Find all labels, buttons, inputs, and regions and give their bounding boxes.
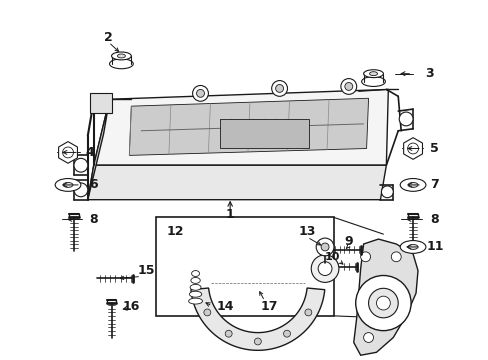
- Circle shape: [283, 330, 290, 337]
- Text: 4: 4: [85, 146, 94, 159]
- Text: 1: 1: [225, 208, 234, 221]
- Text: 5: 5: [429, 142, 438, 155]
- Circle shape: [368, 288, 397, 318]
- Ellipse shape: [191, 271, 199, 276]
- Ellipse shape: [363, 70, 383, 78]
- Circle shape: [407, 143, 418, 154]
- Circle shape: [254, 338, 261, 345]
- Ellipse shape: [63, 183, 73, 188]
- Polygon shape: [190, 288, 324, 350]
- Bar: [156, 217, 333, 316]
- Text: 8: 8: [429, 213, 438, 226]
- Text: 3: 3: [425, 67, 433, 80]
- Ellipse shape: [117, 54, 125, 58]
- Circle shape: [321, 243, 328, 251]
- Text: 14: 14: [216, 300, 233, 312]
- Text: 2: 2: [104, 31, 113, 44]
- Text: 12: 12: [167, 225, 184, 238]
- Circle shape: [192, 85, 208, 101]
- Bar: [90, 93, 111, 113]
- Ellipse shape: [369, 72, 377, 76]
- Circle shape: [225, 330, 232, 337]
- Text: 15: 15: [137, 264, 155, 277]
- Ellipse shape: [190, 278, 200, 283]
- Ellipse shape: [361, 77, 385, 86]
- Circle shape: [376, 296, 389, 310]
- Circle shape: [355, 275, 410, 330]
- Text: 16: 16: [122, 300, 140, 312]
- Circle shape: [344, 82, 352, 90]
- Text: 17: 17: [261, 300, 278, 312]
- Circle shape: [74, 183, 88, 197]
- Circle shape: [62, 147, 73, 158]
- Text: 13: 13: [298, 225, 315, 238]
- Circle shape: [398, 112, 412, 126]
- Text: 6: 6: [89, 179, 98, 192]
- Polygon shape: [94, 89, 387, 165]
- Ellipse shape: [55, 179, 81, 191]
- Polygon shape: [88, 99, 109, 200]
- Ellipse shape: [189, 291, 202, 297]
- Circle shape: [310, 255, 338, 282]
- Ellipse shape: [111, 52, 131, 60]
- Ellipse shape: [399, 179, 425, 191]
- Circle shape: [390, 252, 400, 262]
- Polygon shape: [88, 165, 386, 200]
- Circle shape: [74, 158, 88, 172]
- Circle shape: [360, 252, 370, 262]
- Ellipse shape: [399, 240, 425, 253]
- Circle shape: [275, 85, 283, 93]
- Circle shape: [318, 262, 331, 275]
- Ellipse shape: [407, 183, 417, 188]
- Ellipse shape: [109, 59, 133, 69]
- Text: 9: 9: [344, 235, 352, 248]
- Circle shape: [196, 89, 204, 97]
- Text: 10: 10: [324, 252, 339, 262]
- Polygon shape: [59, 141, 77, 163]
- Ellipse shape: [190, 284, 201, 290]
- Polygon shape: [353, 239, 417, 355]
- Polygon shape: [403, 138, 422, 159]
- Text: 11: 11: [425, 240, 443, 253]
- Circle shape: [316, 238, 333, 256]
- Text: 7: 7: [429, 179, 438, 192]
- Circle shape: [305, 309, 311, 316]
- Ellipse shape: [407, 244, 417, 249]
- Polygon shape: [129, 98, 368, 156]
- Circle shape: [381, 186, 392, 198]
- Circle shape: [363, 333, 373, 342]
- Text: 8: 8: [89, 213, 98, 226]
- Circle shape: [340, 78, 356, 94]
- Circle shape: [271, 81, 287, 96]
- Ellipse shape: [188, 298, 202, 304]
- Bar: [220, 119, 308, 148]
- Circle shape: [203, 309, 210, 316]
